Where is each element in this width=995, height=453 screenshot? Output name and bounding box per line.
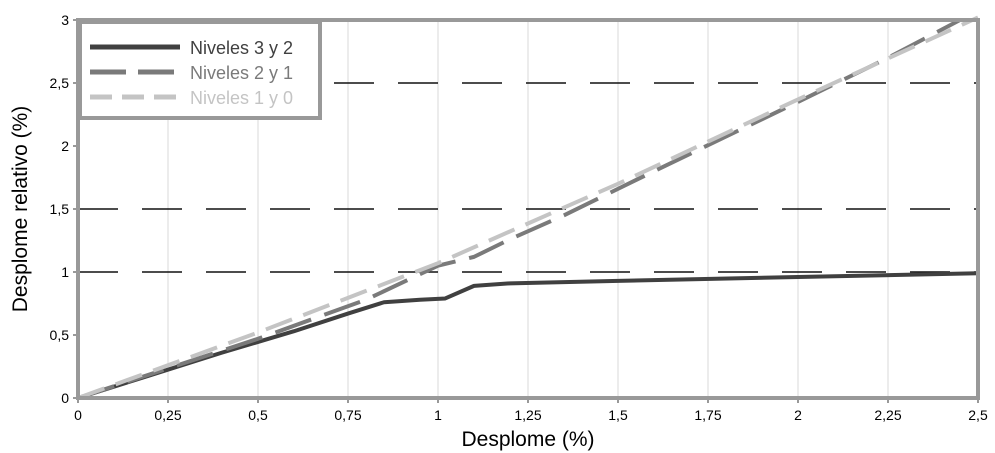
- series-line-1: [77, 271, 979, 400]
- x-tick-label: 0,75: [334, 407, 361, 423]
- legend-label-2: Niveles 2 y 1: [190, 63, 293, 83]
- series-layer: [77, 15, 979, 400]
- series-line-3: [77, 15, 979, 400]
- x-tick-label: 0: [74, 407, 82, 423]
- legend-label-3: Niveles 1 y 0: [190, 88, 293, 108]
- y-tick-label: 0: [61, 390, 69, 406]
- y-tick-label: 2,5: [50, 75, 70, 91]
- x-axis-label: Desplome (%): [461, 428, 594, 451]
- y-tick-label: 0,5: [50, 327, 70, 343]
- x-tick-label: 0,25: [154, 407, 181, 423]
- y-tick-label: 2: [61, 138, 69, 154]
- legend-box: [78, 20, 322, 120]
- x-tick-labels: 0 0,25 0,5 0,75 1 1,25 1,5 1,75 2 2,25 2,5: [74, 398, 988, 423]
- legend-label-1: Niveles 3 y 2: [190, 38, 293, 58]
- x-tick-label: 2,25: [874, 407, 901, 423]
- x-tick-label: 1: [434, 407, 442, 423]
- x-tick-label: 0,5: [248, 407, 268, 423]
- x-tick-label: 2: [794, 407, 802, 423]
- x-tick-label: 1,5: [608, 407, 628, 423]
- y-tick-label: 1: [61, 264, 69, 280]
- legend: Niveles 3 y 2 Niveles 2 y 1 Niveles 1 y 0: [78, 20, 322, 120]
- y-tick-label: 1,5: [50, 201, 70, 217]
- x-tick-label: 1,75: [694, 407, 721, 423]
- y-tick-label: 3: [61, 12, 69, 28]
- x-tick-label: 1,25: [514, 407, 541, 423]
- y-tick-labels: 0 0,5 1 1,5 2 2,5 3: [50, 12, 78, 406]
- y-axis-label: Desplome relativo (%): [9, 106, 32, 313]
- x-tick-label: 2,5: [968, 407, 988, 423]
